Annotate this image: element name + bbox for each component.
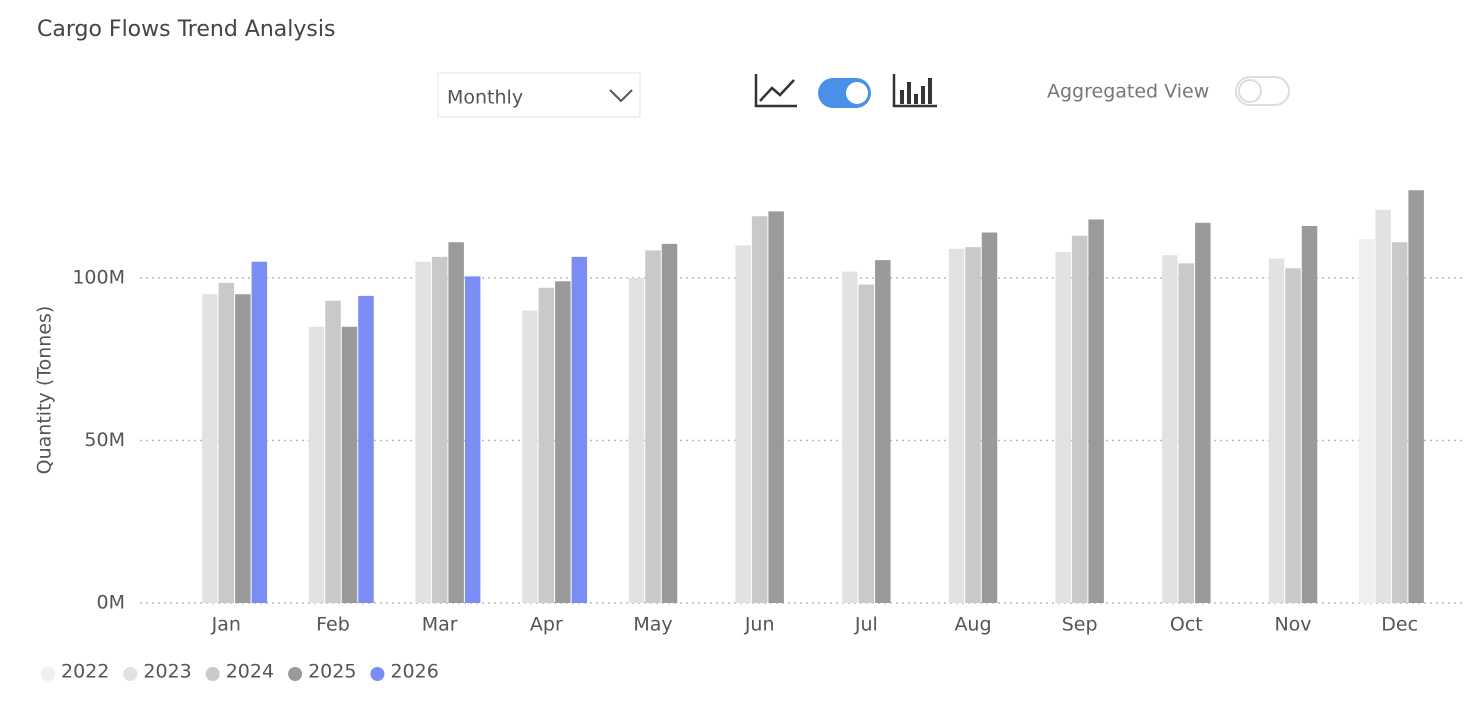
- x-tick-label: Feb: [316, 614, 350, 636]
- bar: [948, 248, 965, 603]
- bar: [965, 247, 981, 603]
- x-tick-label: Jul: [854, 614, 878, 636]
- bar: [555, 281, 571, 603]
- bar: [1088, 219, 1104, 603]
- bar: [251, 261, 268, 603]
- bar: [571, 256, 588, 603]
- x-tick-label: Nov: [1274, 614, 1311, 636]
- x-tick-label: Sep: [1062, 614, 1098, 636]
- x-tick-label: Dec: [1381, 614, 1418, 636]
- bar: [628, 278, 645, 603]
- legend-marker: [370, 667, 385, 681]
- bar: [1285, 268, 1301, 603]
- aggregated-label: Aggregated View: [1047, 81, 1209, 103]
- legend-marker: [123, 667, 138, 681]
- icon-axis: [754, 74, 797, 108]
- bar: [448, 242, 464, 603]
- bar: [1375, 209, 1391, 603]
- bar: [735, 245, 751, 603]
- x-tick-label: Mar: [422, 614, 458, 636]
- bar: [464, 276, 481, 603]
- y-tick-label: 100M: [72, 267, 125, 289]
- x-tick-label: Oct: [1170, 614, 1203, 636]
- legend-label: 2026: [390, 661, 438, 683]
- bar: [875, 260, 891, 603]
- y-tick-label: 50M: [84, 429, 125, 451]
- bar: [218, 282, 235, 603]
- line-chart-icon[interactable]: [754, 74, 797, 108]
- bar: [1162, 255, 1178, 603]
- x-tick-label: Jan: [211, 614, 241, 636]
- bar: [1358, 239, 1375, 603]
- legend-marker: [288, 667, 303, 681]
- period-dropdown[interactable]: Monthly: [437, 72, 641, 118]
- icon-bar: [928, 78, 932, 104]
- x-tick-label: May: [633, 614, 672, 636]
- icon-bar: [900, 90, 904, 104]
- bar: [325, 300, 341, 603]
- dropdown-box[interactable]: [437, 72, 641, 118]
- x-tick-label: Jun: [744, 614, 775, 636]
- dropdown-value[interactable]: Monthly: [447, 87, 523, 109]
- bar: [842, 271, 858, 603]
- bar: [858, 284, 875, 603]
- toggle-knob: [846, 82, 868, 104]
- bar: [1195, 222, 1211, 603]
- bar: [1071, 235, 1088, 603]
- chart-title: Cargo Flows Trend Analysis: [37, 17, 335, 42]
- icon-bar: [921, 86, 925, 104]
- legend-marker: [41, 667, 55, 681]
- legend-label: 2025: [308, 661, 356, 683]
- legend-marker: [205, 667, 220, 681]
- dropdown-chevron: [609, 89, 633, 103]
- aggregated-toggle[interactable]: [1235, 76, 1290, 106]
- x-tick-label: Apr: [530, 614, 563, 636]
- toggle-knob: [1238, 79, 1262, 103]
- bar: [1391, 242, 1408, 603]
- legend-label: 2023: [143, 661, 191, 683]
- bar: [308, 326, 325, 603]
- bar: [1268, 258, 1285, 603]
- bar: [768, 211, 784, 603]
- bar: [661, 243, 678, 603]
- legend-label: 2022: [61, 661, 109, 683]
- chart-toggle[interactable]: [818, 78, 871, 108]
- bar: [431, 256, 448, 603]
- y-tick-label: 0M: [97, 592, 125, 614]
- bar: [751, 216, 768, 603]
- bar: [645, 250, 661, 603]
- bar: [981, 232, 998, 603]
- bar: [1055, 252, 1071, 603]
- bar: [358, 295, 374, 603]
- bar-chart-icon[interactable]: [892, 74, 937, 108]
- bar: [538, 287, 555, 603]
- bar: [1408, 190, 1424, 603]
- bar: [341, 326, 358, 603]
- bar: [235, 294, 251, 603]
- icon-bar: [907, 82, 911, 104]
- x-tick-label: Aug: [954, 614, 991, 636]
- bar: [522, 310, 538, 603]
- icon-bar: [914, 94, 918, 104]
- bar: [202, 294, 218, 603]
- y-axis-label: Quantity (Tonnes): [34, 306, 56, 475]
- bar: [415, 261, 431, 603]
- bar: [1301, 226, 1318, 603]
- legend-label: 2024: [226, 661, 274, 683]
- icon-axis: [892, 74, 937, 108]
- bar: [1178, 263, 1195, 603]
- icon-line: [759, 79, 795, 102]
